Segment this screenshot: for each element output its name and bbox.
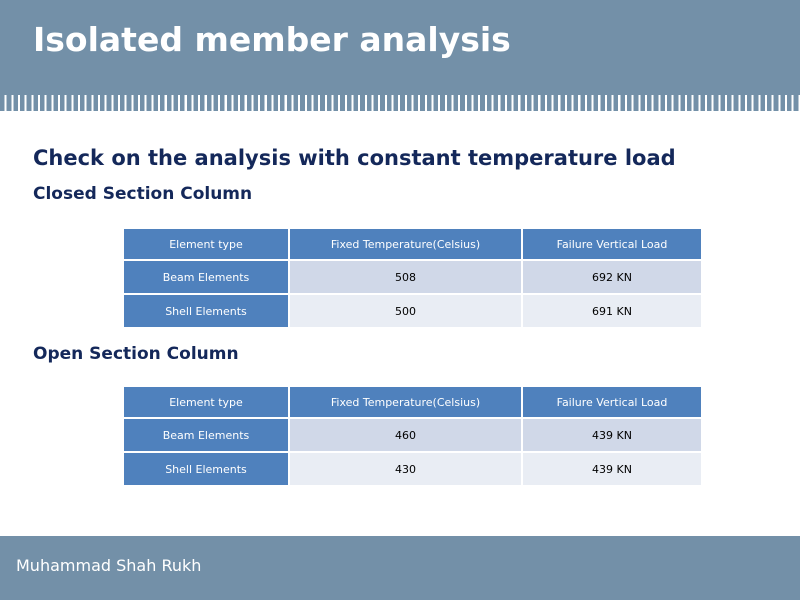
cell: 439 KN	[523, 453, 701, 485]
slide-heading: Check on the analysis with constant temp…	[33, 146, 676, 170]
header-cell: Element type	[124, 229, 288, 259]
slide-title: Isolated member analysis	[33, 20, 511, 59]
cell: 691 KN	[523, 295, 701, 327]
table-row: Shell Elements 500 691 KN	[124, 295, 701, 327]
cell: 500	[290, 295, 521, 327]
header-cell: Fixed Temperature(Celsius)	[290, 229, 521, 259]
closed-section-title: Closed Section Column	[33, 184, 253, 204]
cell: 430	[290, 453, 521, 485]
closed-section-table: Element type Fixed Temperature(Celsius) Fa…	[122, 227, 703, 329]
cell: 439 KN	[523, 419, 701, 451]
decorative-stripes	[0, 95, 800, 111]
header-cell: Fixed Temperature(Celsius)	[290, 387, 521, 417]
open-section-table: Element type Fixed Temperature(Celsius) Fa…	[122, 385, 703, 487]
cell: 460	[290, 419, 521, 451]
title-bar	[0, 0, 800, 95]
header-cell: Failure Vertical Load	[523, 229, 701, 259]
table-row: Shell Elements 430 439 KN	[124, 453, 701, 485]
footer-author: Muhammad Shah Rukh	[16, 556, 202, 575]
table-row: Beam Elements 508 692 KN	[124, 261, 701, 293]
cell: Shell Elements	[124, 295, 288, 327]
cell: 508	[290, 261, 521, 293]
header-cell: Element type	[124, 387, 288, 417]
footer-bar	[0, 536, 800, 600]
cell: Beam Elements	[124, 261, 288, 293]
header-cell: Failure Vertical Load	[523, 387, 701, 417]
cell: 692 KN	[523, 261, 701, 293]
cell: Beam Elements	[124, 419, 288, 451]
open-section-title: Open Section Column	[33, 344, 239, 364]
table-row: Beam Elements 460 439 KN	[124, 419, 701, 451]
cell: Shell Elements	[124, 453, 288, 485]
